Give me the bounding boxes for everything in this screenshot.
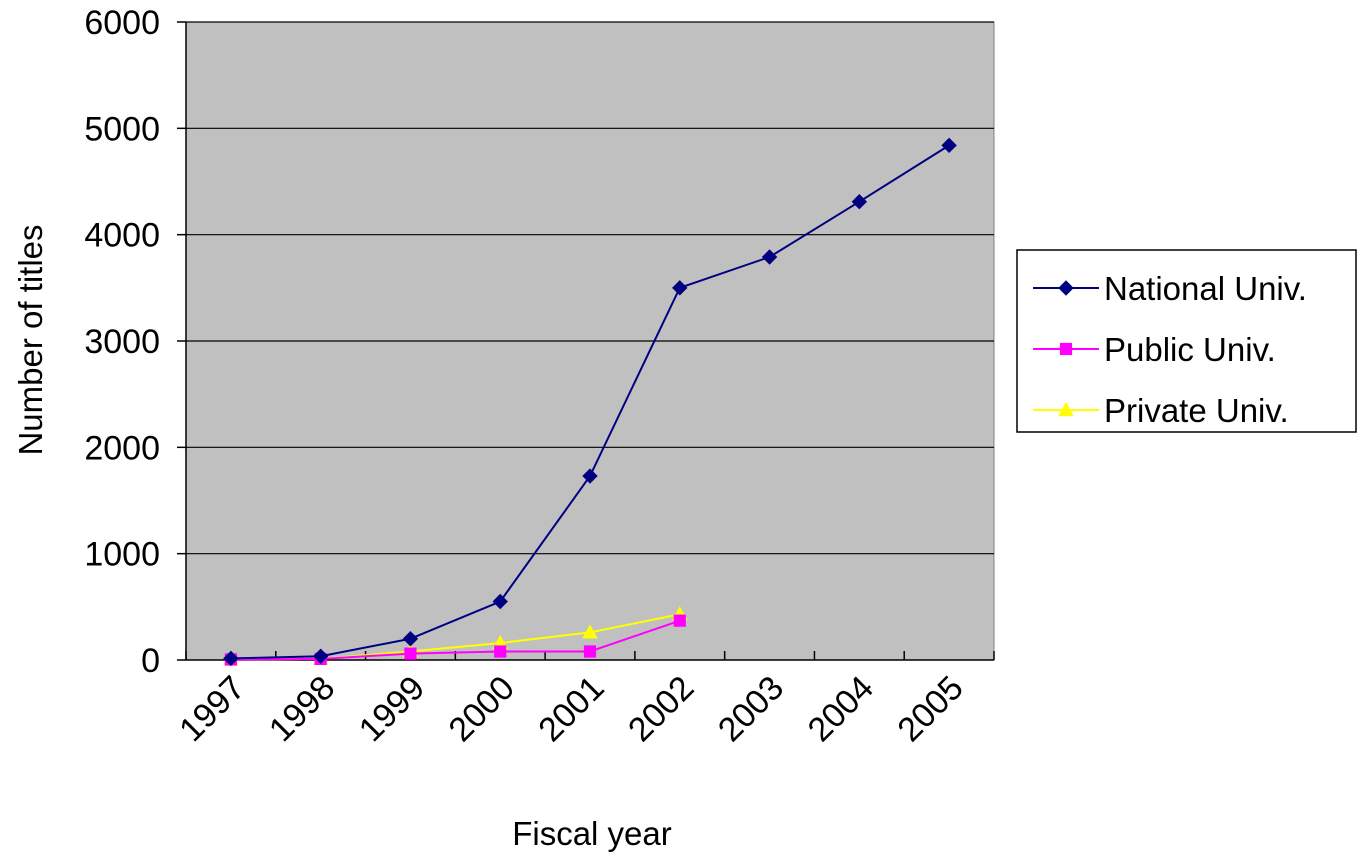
legend-item: Private Univ. xyxy=(1033,392,1289,429)
legend-item: Public Univ. xyxy=(1033,331,1276,368)
data-point xyxy=(941,137,957,154)
legend-label: National Univ. xyxy=(1104,270,1307,307)
x-tick-label: 2000 xyxy=(442,669,522,749)
x-axis-title: Fiscal year xyxy=(512,815,672,852)
legend-marker xyxy=(1059,342,1073,356)
data-point xyxy=(761,249,778,265)
series-layer xyxy=(223,137,957,667)
legend-marker xyxy=(1058,280,1074,296)
data-point xyxy=(673,614,686,627)
legend-label: Public Univ. xyxy=(1104,331,1276,368)
x-tick-label: 1999 xyxy=(352,669,432,749)
y-tick-label: 5000 xyxy=(84,110,160,148)
legend-marker xyxy=(1058,401,1074,417)
series-national-univ xyxy=(223,137,957,667)
series-line xyxy=(230,619,681,661)
data-point xyxy=(492,593,508,610)
y-tick-label: 0 xyxy=(141,642,160,680)
y-axis-title: Number of titles xyxy=(12,224,49,455)
y-tick-label: 1000 xyxy=(84,536,160,574)
y-tick-label: 6000 xyxy=(84,4,160,42)
legend-item: National Univ. xyxy=(1033,270,1307,307)
y-tick-label: 4000 xyxy=(84,217,160,255)
y-tick-labels: 0 1000 2000 3000 4000 5000 6000 xyxy=(84,4,160,680)
data-point xyxy=(494,645,507,658)
data-point xyxy=(582,624,598,639)
data-point xyxy=(223,650,239,667)
x-tick-label: 1998 xyxy=(262,669,342,749)
x-tick-labels: 1997 1998 1999 2000 2001 2002 2003 2004 2005 xyxy=(172,669,971,749)
data-point xyxy=(672,280,688,296)
y-tick-label: 2000 xyxy=(84,429,160,467)
legend-label: Private Univ. xyxy=(1104,392,1289,429)
data-point xyxy=(312,648,329,664)
data-point xyxy=(583,645,597,658)
legend: National Univ. Public Univ. Private Univ. xyxy=(1016,249,1357,433)
data-point xyxy=(582,468,598,484)
x-tick-label: 2004 xyxy=(801,669,881,749)
x-tick-label: 1997 xyxy=(172,669,252,749)
x-tick-label: 2002 xyxy=(621,669,701,749)
gridlines xyxy=(186,21,994,555)
data-point xyxy=(851,193,868,210)
data-point xyxy=(404,647,417,660)
x-tick-label: 2001 xyxy=(531,669,611,749)
legend-box xyxy=(1016,249,1357,433)
x-tick-label: 2005 xyxy=(890,669,970,749)
y-tick-label: 3000 xyxy=(84,323,160,361)
data-point xyxy=(402,631,419,647)
x-tick-label: 2003 xyxy=(711,669,791,749)
